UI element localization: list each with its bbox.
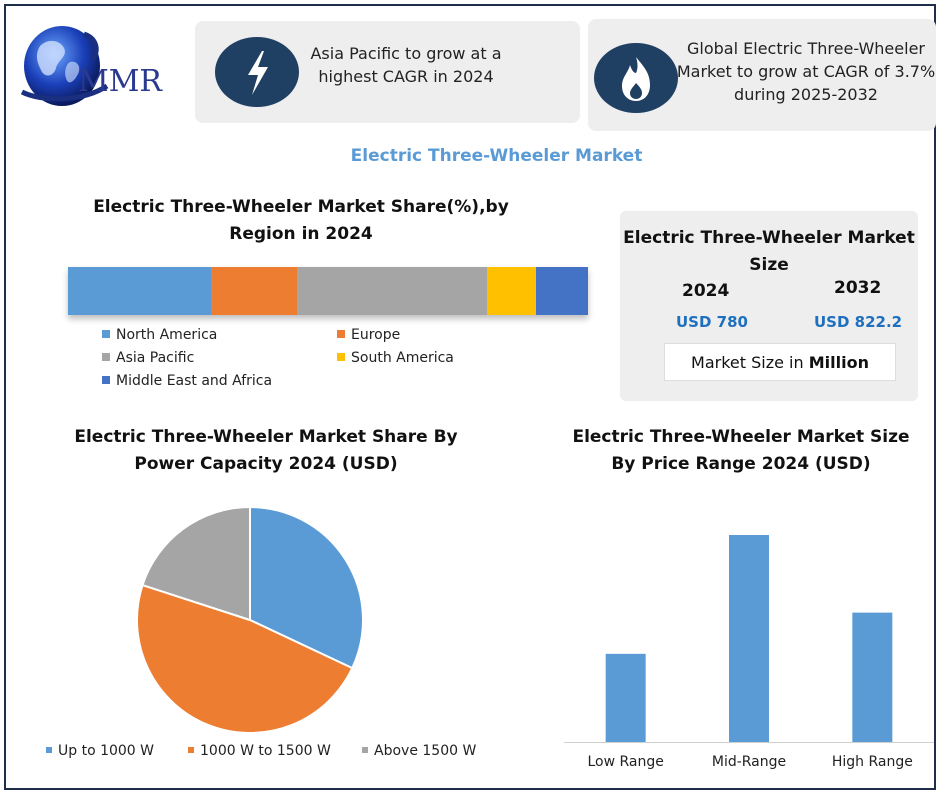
region-segment-europe	[211, 267, 297, 315]
pie-slice-1000-w-to-1500-w	[136, 583, 354, 734]
bar-high-range	[852, 612, 893, 742]
legend-label: Middle East and Africa	[116, 373, 273, 389]
unit-bold: Million	[808, 353, 869, 372]
globe-logo-icon	[20, 26, 109, 106]
value-2024: USD 780	[676, 313, 748, 331]
stat-text-1: Asia Pacific to grow at a highest CAGR i…	[310, 44, 502, 86]
year-2024: 2024	[682, 281, 730, 301]
region-segment-south-america	[486, 267, 536, 315]
legend-swatch	[102, 353, 110, 361]
stat-text-2: Global Electric Three-Wheeler Market to …	[676, 39, 936, 104]
region-legend-item: North America	[102, 327, 217, 343]
region-legend-item: Middle East and Africa	[102, 373, 272, 389]
legend-label: South America	[351, 350, 454, 366]
market-size-panel: Electric Three-Wheeler Market Size 2024 …	[620, 211, 918, 401]
stat-card-global-cagr: Global Electric Three-Wheeler Market to …	[588, 19, 936, 131]
legend-swatch	[46, 747, 52, 753]
unit-prefix: Market Size in	[691, 353, 809, 372]
legend-swatch	[102, 330, 110, 338]
legend-swatch	[362, 747, 368, 753]
price-range-bar-chart	[564, 535, 934, 743]
region-legend-item: South America	[337, 350, 454, 366]
bar-low-range	[605, 653, 646, 742]
pie-slice-up-to-1000-w	[249, 505, 364, 670]
price-range-chart-title: Electric Three-Wheeler Market Size By Pr…	[572, 427, 910, 474]
stat-card-cagr-region: Asia Pacific to grow at a highest CAGR i…	[195, 21, 580, 123]
pie-legend-item: Above 1500 W	[362, 743, 476, 759]
region-stacked-bar	[68, 267, 588, 315]
x-tick-label: Mid-Range	[711, 754, 787, 770]
region-segment-asia-pacific	[296, 267, 487, 315]
pie-slice-above-1500-w	[141, 505, 251, 622]
legend-swatch	[188, 747, 194, 753]
region-legend-item: Asia Pacific	[102, 350, 194, 366]
legend-label: North America	[116, 327, 218, 343]
logo-text: MMR	[78, 64, 163, 99]
legend-swatch	[102, 376, 110, 384]
region-segment-north-america	[68, 267, 211, 315]
legend-label: Asia Pacific	[116, 350, 195, 366]
power-capacity-chart-title: Electric Three-Wheeler Market Share By P…	[74, 427, 458, 474]
legend-swatch	[337, 330, 345, 338]
region-chart-title: Electric Three-Wheeler Market Share(%),b…	[93, 197, 509, 244]
flame-icon	[594, 43, 678, 113]
year-2032: 2032	[834, 278, 882, 298]
infographic-frame: MMR Asia Pacific to grow at a highest CA…	[4, 4, 936, 790]
region-legend-item: Europe	[337, 327, 400, 343]
value-2032: USD 822.2	[814, 313, 903, 331]
x-tick-label: High Range	[831, 754, 913, 770]
power-capacity-pie	[136, 505, 364, 734]
legend-label: Europe	[351, 327, 401, 343]
pie-legend-item: 1000 W to 1500 W	[188, 743, 331, 759]
pie-legend-item: Up to 1000 W	[46, 743, 154, 759]
market-size-unit: Market Size in Million	[664, 343, 896, 381]
lightning-bolt-icon	[215, 37, 299, 107]
mmr-logo: MMR	[12, 16, 172, 111]
bar-mid-range	[729, 535, 769, 742]
main-title: Electric Three-Wheeler Market	[350, 146, 643, 166]
legend-swatch	[337, 353, 345, 361]
x-tick-label: Low Range	[587, 754, 664, 770]
legend-label: Above 1500 W	[374, 743, 477, 759]
legend-label: Up to 1000 W	[58, 743, 155, 759]
market-size-title: Electric Three-Wheeler Market Size	[623, 228, 915, 275]
legend-label: 1000 W to 1500 W	[200, 743, 331, 759]
region-segment-middle-east-and-africa	[535, 267, 588, 315]
